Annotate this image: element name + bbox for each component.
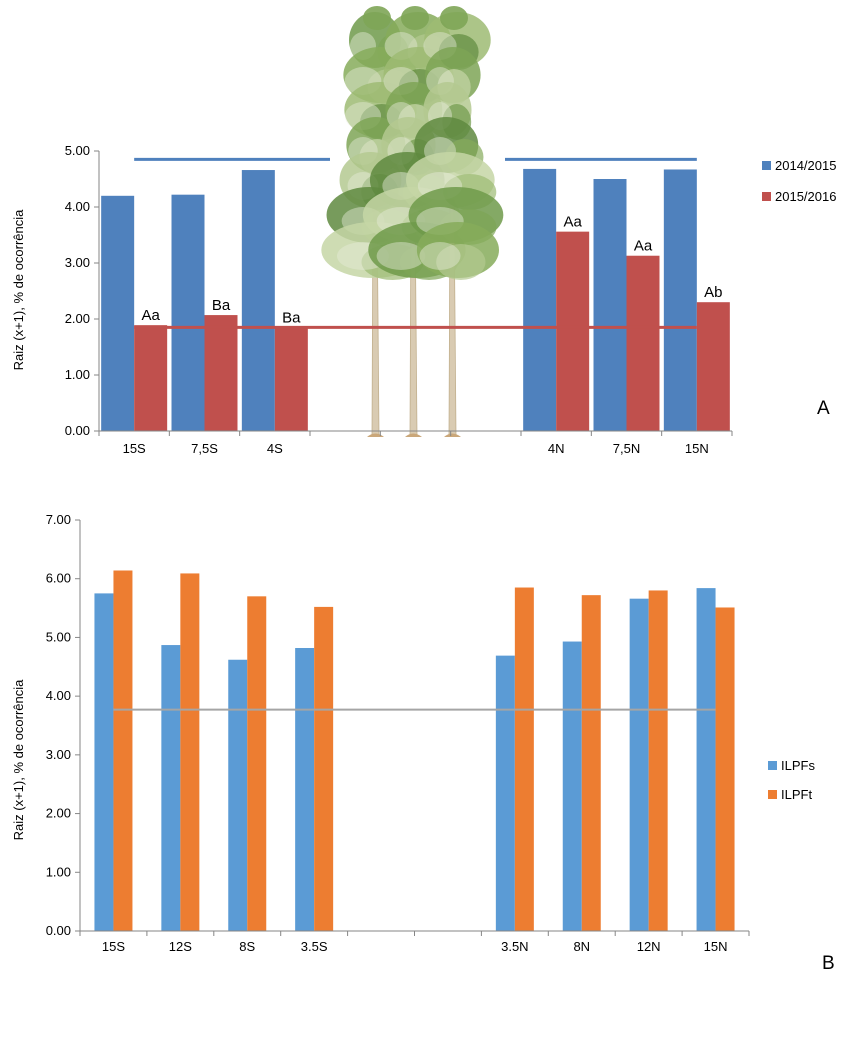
- chart-a-data-label: Ba: [282, 309, 301, 326]
- chart-a-x-tick-label: 15N: [685, 441, 709, 456]
- chart-a-x-tick-label: 7,5S: [191, 441, 218, 456]
- chart-b-bar: [562, 641, 582, 931]
- chart-b-x-tick-label: 3.5N: [501, 939, 528, 954]
- chart-b-bar: [495, 655, 515, 931]
- chart-a-legend-swatch: [762, 161, 771, 170]
- chart-a-bar: [663, 169, 697, 432]
- chart-a-panel-label: A: [817, 398, 830, 419]
- chart-b-bar: [715, 607, 735, 931]
- chart-a: Aa Ba Ba Aa Aa Ab 0.00 1.00 2.00 3.00 4.00 5.00 15S…: [11, 6, 836, 456]
- chart-b-x-tick-label: 8N: [573, 939, 590, 954]
- chart-a-y-tick-label: 3.00: [65, 255, 90, 270]
- chart-b-legend-swatch: [768, 761, 777, 770]
- chart-a-bar: [101, 195, 135, 431]
- chart-a-x-tick-label: 4N: [548, 441, 565, 456]
- chart-b-y-tick-label: 5.00: [46, 629, 71, 644]
- chart-b-y-tick-label: 1.00: [46, 864, 71, 879]
- chart-a-bar: [556, 231, 590, 431]
- chart-a-data-label: Ab: [704, 284, 722, 301]
- chart-a-bar: [134, 325, 168, 431]
- chart-a-y-tick-label: 4.00: [65, 199, 90, 214]
- chart-b-bar: [629, 598, 649, 931]
- chart-b-axes: 0.00 1.00 2.00 3.00 4.00 5.00 6.00 7.00 15S 12S 8S…: [46, 512, 750, 954]
- chart-a-y-tick-label: 5.00: [65, 143, 90, 158]
- chart-b-bar: [314, 606, 334, 931]
- eucalyptus-tree-icon: [405, 6, 504, 437]
- chart-a-legend-swatch: [762, 192, 771, 201]
- chart-b-y-tick-label: 4.00: [46, 688, 71, 703]
- chart-a-data-label: Aa: [563, 214, 582, 231]
- eucalyptus-trees-icon: [321, 6, 504, 437]
- chart-a-bar: [593, 179, 627, 431]
- chart-a-legend-label: 2015/2016: [775, 189, 836, 204]
- chart-a-bar: [241, 170, 275, 432]
- chart-a-y-tick-label: 1.00: [65, 367, 90, 382]
- chart-b-y-tick-label: 3.00: [46, 747, 71, 762]
- chart-b-bar: [161, 645, 181, 931]
- chart-b-x-tick-label: 8S: [239, 939, 255, 954]
- chart-b-legend-label: ILPFt: [781, 787, 812, 802]
- chart-a-data-label: Aa: [141, 307, 160, 324]
- chart-b-bar: [514, 587, 534, 931]
- chart-a-bar: [204, 315, 238, 431]
- chart-a-legend: 2014/2015 2015/2016: [762, 158, 836, 204]
- chart-b-bar: [696, 588, 716, 931]
- chart-b-bar: [113, 570, 133, 931]
- chart-b-bar: [295, 647, 315, 931]
- chart-a-x-tick-label: 4S: [267, 441, 283, 456]
- chart-b-legend-label: ILPFs: [781, 758, 815, 773]
- chart-a-bar: [274, 327, 308, 431]
- chart-a-bar: [523, 168, 557, 432]
- chart-b-x-tick-label: 12S: [169, 939, 192, 954]
- chart-a-x-tick-label: 15S: [123, 441, 146, 456]
- chart-a-x-tick-label: 7,5N: [613, 441, 640, 456]
- chart-b-x-tick-label: 12N: [637, 939, 661, 954]
- chart-a-bar: [171, 194, 205, 431]
- chart-b-y-tick-label: 7.00: [46, 512, 71, 527]
- chart-b-bar: [228, 659, 248, 931]
- chart-b-x-tick-label: 15S: [102, 939, 125, 954]
- chart-a-legend-label: 2014/2015: [775, 158, 836, 173]
- chart-b-panel-label: B: [822, 953, 835, 974]
- chart-a-y-tick-label: 0.00: [65, 423, 90, 438]
- chart-b-legend: ILPFs ILPFt: [768, 758, 815, 802]
- chart-b-x-tick-label: 15N: [704, 939, 728, 954]
- chart-b-bar: [648, 590, 668, 931]
- chart-a-bar: [626, 255, 660, 431]
- chart-b-y-tick-label: 6.00: [46, 571, 71, 586]
- chart-b-y-tick-label: 2.00: [46, 806, 71, 821]
- chart-a-y-tick-label: 2.00: [65, 311, 90, 326]
- chart-b-bar: [247, 596, 267, 931]
- chart-b-y-tick-label: 0.00: [46, 923, 71, 938]
- chart-a-y-axis-label: Raiz (x+1), % de ocorrência: [11, 209, 26, 371]
- chart-b-bar: [94, 593, 114, 931]
- chart-b-legend-swatch: [768, 790, 777, 799]
- chart-b-bar: [581, 595, 601, 931]
- chart-a-data-label: Aa: [634, 238, 653, 255]
- chart-b-y-axis-label: Raiz (x+1), % de ocorrência: [11, 679, 26, 841]
- chart-b: 0.00 1.00 2.00 3.00 4.00 5.00 6.00 7.00 15S 12S 8S…: [11, 512, 835, 974]
- chart-a-axes: 0.00 1.00 2.00 3.00 4.00 5.00 15S 7,5S 4S 4N 7,5N 1…: [65, 143, 733, 456]
- chart-a-bar: [696, 302, 730, 431]
- chart-b-x-tick-label: 3.5S: [301, 939, 328, 954]
- chart-a-data-label: Ba: [212, 297, 231, 314]
- chart-b-bar: [180, 573, 200, 931]
